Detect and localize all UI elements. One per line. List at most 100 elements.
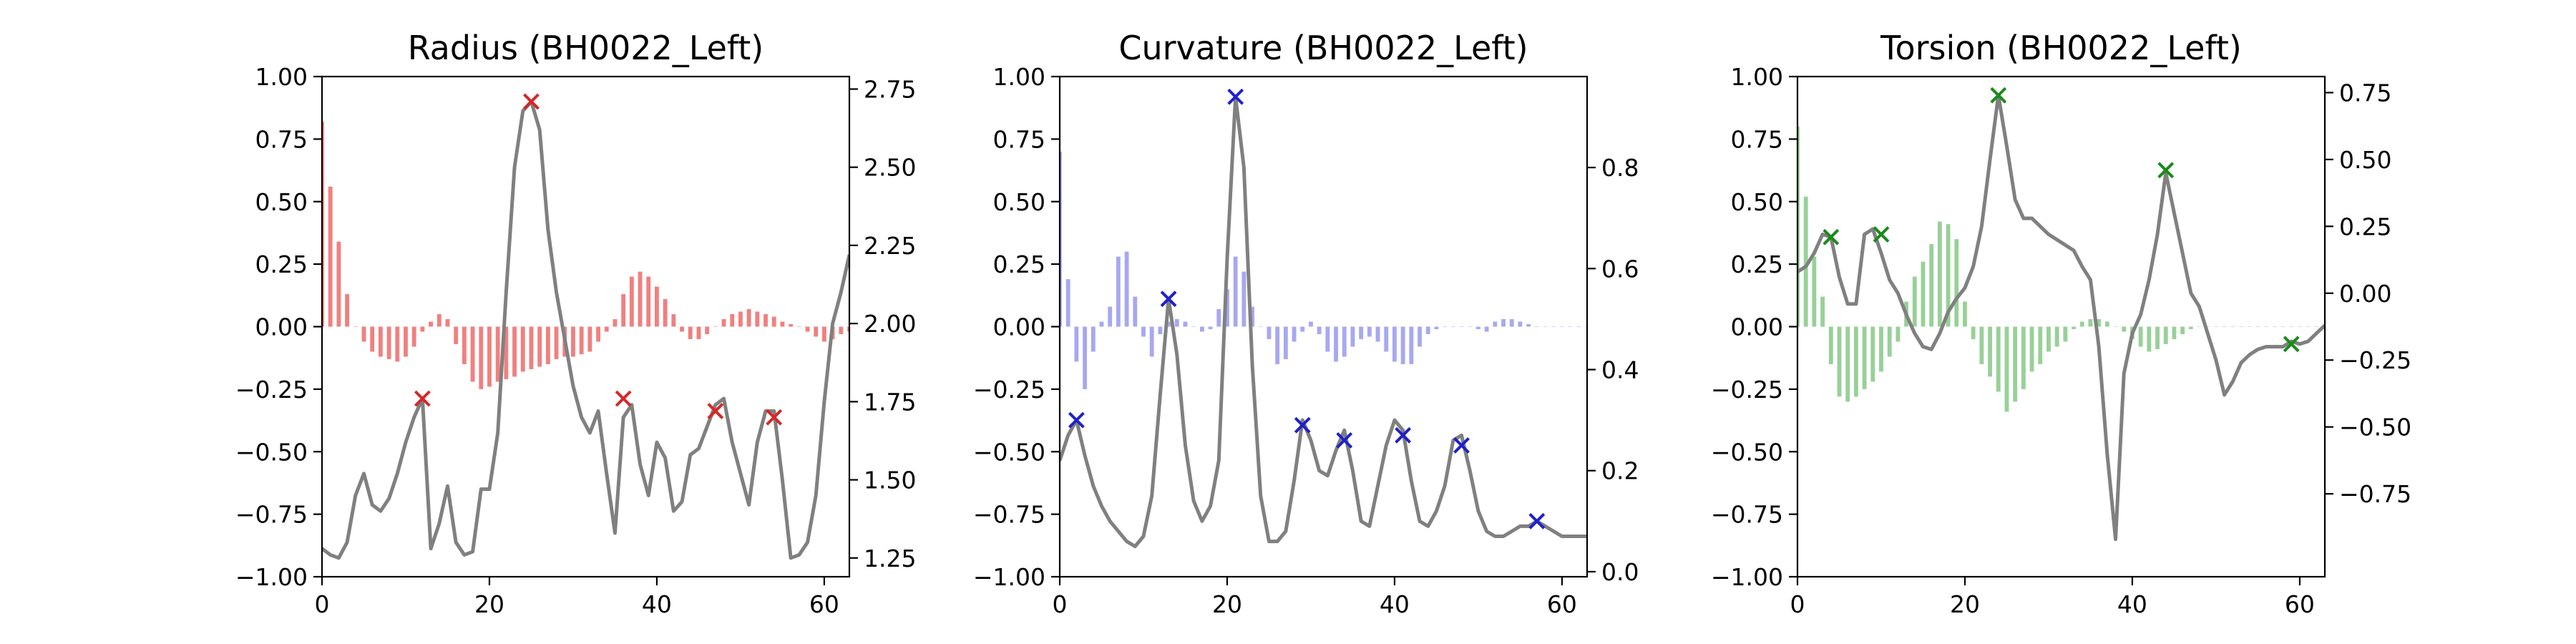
- bar: [2213, 326, 2218, 327]
- y-tick-label: −0.25: [235, 376, 308, 404]
- bar: [1400, 326, 1405, 364]
- y2-tick-label: −0.75: [2339, 480, 2411, 508]
- bar: [2013, 326, 2018, 402]
- bar: [2122, 326, 2127, 332]
- bar: [2197, 326, 2202, 327]
- x-tick-label: 40: [2117, 590, 2147, 618]
- y-tick-label: 0.75: [255, 125, 308, 153]
- bar: [1166, 321, 1171, 327]
- bar: [1526, 324, 1531, 327]
- bar: [2029, 326, 2034, 372]
- bar: [353, 326, 358, 327]
- bar: [2180, 326, 2185, 334]
- bar: [1133, 296, 1138, 327]
- bar: [2104, 321, 2109, 327]
- y2-tick-label: 1.75: [864, 388, 916, 416]
- bar: [655, 286, 659, 327]
- bar: [671, 314, 676, 327]
- bar: [805, 326, 810, 332]
- bar: [1509, 319, 1514, 327]
- y-tick-label: 0.50: [1731, 188, 1783, 216]
- bar: [663, 299, 668, 327]
- bar: [696, 326, 701, 339]
- bar: [1116, 256, 1121, 327]
- peak-marker: [707, 403, 724, 419]
- axes-frame: [321, 75, 851, 578]
- plot-area: [1797, 93, 2325, 542]
- plot-area: [322, 99, 849, 560]
- bar: [1225, 289, 1229, 327]
- bar: [1124, 251, 1129, 327]
- peak-marker: [1068, 411, 1085, 429]
- bar: [1191, 326, 1196, 327]
- y-tick-label: −1.00: [973, 563, 1045, 591]
- y2-tick-label: −0.25: [2339, 346, 2411, 374]
- bar: [2097, 319, 2102, 327]
- y2-tick-label: 1.25: [864, 545, 916, 572]
- bar: [1392, 326, 1397, 362]
- bar: [529, 326, 534, 369]
- bar: [604, 326, 609, 332]
- chart-panel-3: 0 20 40 60 −1.00 −0.75 −0.50 −0.25 0.00 0.25 0.50 0…: [1711, 29, 2411, 618]
- bar: [1559, 326, 1564, 327]
- y-tick-label: 0.25: [993, 250, 1045, 278]
- y-tick-label: −1.00: [235, 563, 308, 591]
- y-tick-label: −0.50: [973, 438, 1045, 466]
- bar: [1409, 326, 1414, 364]
- bar: [1359, 326, 1364, 339]
- y-tick-label: −0.25: [1711, 376, 1783, 404]
- peak-marker-stroke: [615, 390, 632, 407]
- peak-marker-stroke: [707, 403, 724, 419]
- bar: [2205, 326, 2210, 327]
- bar: [1283, 326, 1288, 359]
- chart-title: Torsion (BH0022_Left): [1880, 29, 2242, 67]
- peak-marker: [2157, 162, 2175, 179]
- peak-marker-stroke: [1990, 87, 2007, 104]
- x-tick-label: 0: [1790, 590, 1805, 618]
- bar: [436, 314, 441, 327]
- bar: [2314, 326, 2319, 327]
- x-tick-label: 60: [2285, 590, 2315, 618]
- peak-marker-stroke: [2283, 336, 2300, 353]
- bar: [771, 316, 776, 327]
- peak-marker-stroke: [1823, 228, 1840, 245]
- series-line: [1060, 94, 1587, 549]
- bar: [814, 326, 819, 337]
- bar: [621, 294, 626, 327]
- bar: [1963, 301, 1967, 327]
- bar: [2021, 326, 2026, 389]
- y2-tick-label: 0.25: [2339, 213, 2391, 240]
- bar: [1183, 321, 1188, 327]
- plot-area: [1060, 94, 1587, 549]
- bar: [1384, 326, 1389, 352]
- y-tick-label: 0.50: [993, 188, 1045, 216]
- bar: [2072, 326, 2076, 329]
- bar: [1141, 326, 1146, 337]
- bar: [395, 326, 400, 362]
- x-tick-label: 40: [642, 590, 672, 618]
- y2-tick-label: 0.50: [2339, 146, 2391, 174]
- x-tick-label: 0: [1053, 590, 1068, 618]
- bar: [1862, 326, 1867, 389]
- bar: [386, 326, 391, 359]
- bar: [1568, 326, 1573, 327]
- bar: [2297, 326, 2302, 327]
- bar: [1887, 326, 1892, 357]
- bar: [361, 326, 366, 342]
- y-tick-label: 0.75: [1731, 125, 1783, 153]
- bar: [1493, 321, 1498, 327]
- bar: [1996, 326, 2001, 392]
- bar: [1501, 319, 1506, 327]
- bar: [1551, 326, 1556, 327]
- y2-tick-label: 0.0: [1601, 558, 1639, 586]
- bar: [462, 326, 467, 364]
- peak-marker: [1990, 87, 2007, 104]
- bar: [512, 326, 517, 377]
- bar: [1174, 319, 1179, 327]
- bar: [2188, 326, 2193, 329]
- bar: [1434, 326, 1439, 329]
- bar: [789, 324, 794, 327]
- bar: [1375, 326, 1380, 342]
- peak-marker-stroke: [1068, 411, 1085, 429]
